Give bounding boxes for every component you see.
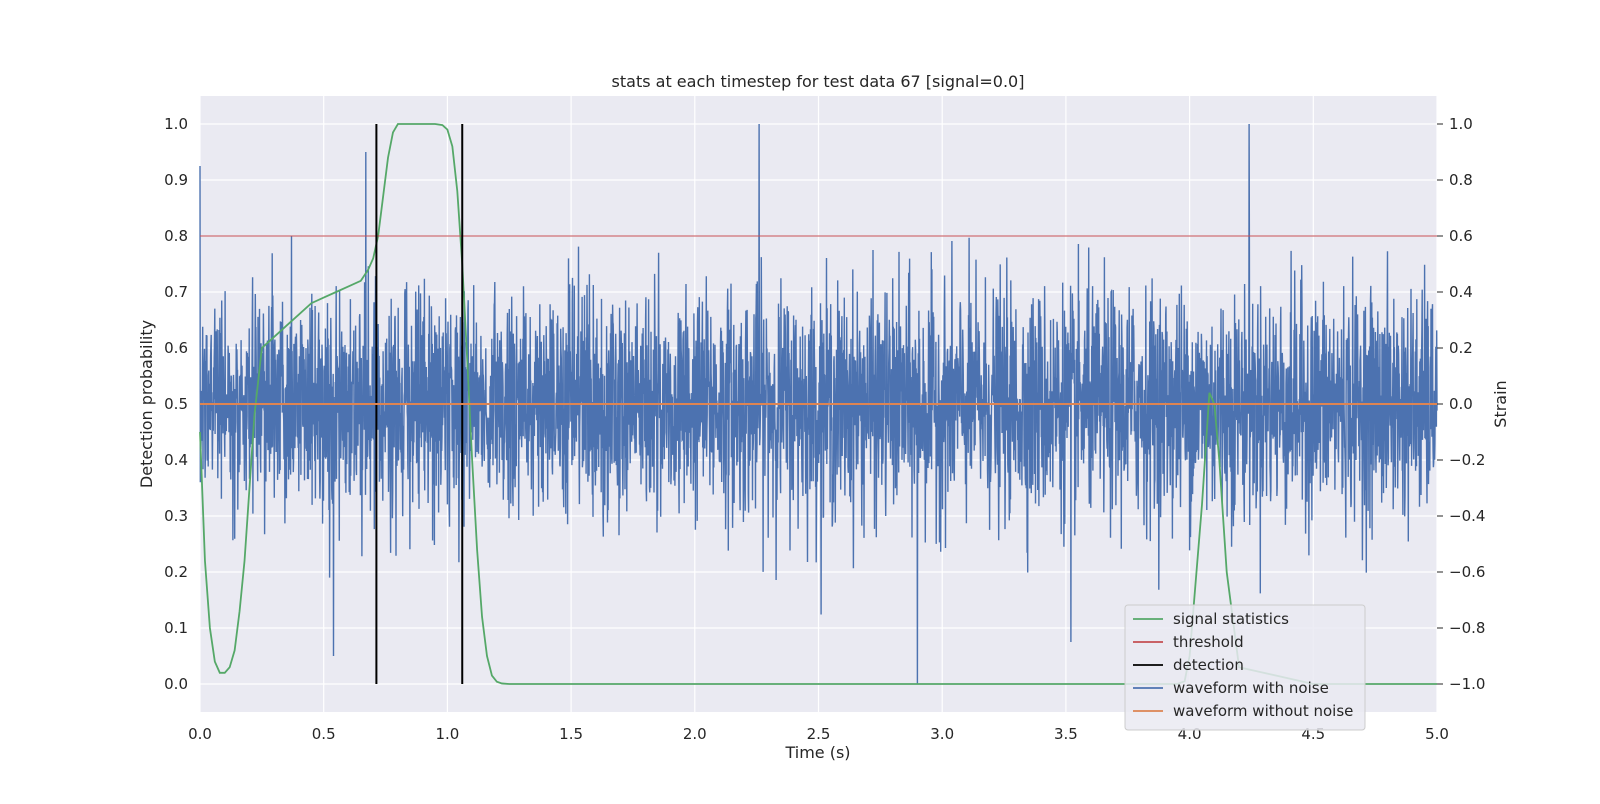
x-tick-label: 3.0 xyxy=(930,725,954,743)
x-axis-label: Time (s) xyxy=(784,743,850,762)
legend-box xyxy=(1124,604,1366,731)
legend: signal statistics threshold detection wavef… xyxy=(1124,604,1366,731)
y-tick-label: 0.1 xyxy=(164,619,188,637)
y-tick-label: 0.5 xyxy=(164,395,188,413)
y-tick-label: 0.2 xyxy=(164,563,188,581)
y-tick-label: 0.9 xyxy=(164,171,188,189)
x-tick-label: 1.5 xyxy=(559,725,583,743)
y-tick-label: 0.7 xyxy=(164,283,188,301)
y-tick-label: 0.3 xyxy=(164,507,188,525)
y-right-tick-label: −1.0 xyxy=(1449,675,1485,693)
y-tick-label: 1.0 xyxy=(164,115,188,133)
x-tick-label: 0.5 xyxy=(312,725,336,743)
y-right-axis-label: Strain xyxy=(1491,380,1510,427)
waveform-with-noise-series xyxy=(199,123,1438,685)
y-right-tick-label: −0.2 xyxy=(1449,451,1485,469)
legend-label: threshold xyxy=(1173,633,1244,651)
y-right-tick-label: 0.6 xyxy=(1449,227,1473,245)
legend-label: waveform with noise xyxy=(1173,679,1329,697)
y-right-tick-label: 0.4 xyxy=(1449,283,1473,301)
y-right-tick-label: −0.8 xyxy=(1449,619,1485,637)
x-tick-label: 1.0 xyxy=(435,725,459,743)
legend-label: detection xyxy=(1173,656,1244,674)
x-tick-label: 2.5 xyxy=(807,725,831,743)
y-tick-label: 0.0 xyxy=(164,675,188,693)
y-axis-label: Detection probability xyxy=(137,320,156,488)
y-tick-label: 0.4 xyxy=(164,451,188,469)
y-right-tick-label: 0.8 xyxy=(1449,171,1473,189)
x-tick-label: 3.5 xyxy=(1054,725,1078,743)
y-right-tick-label: 0.0 xyxy=(1449,395,1473,413)
x-tick-label: 0.0 xyxy=(188,725,212,743)
y-right-tick-label: −0.6 xyxy=(1449,563,1485,581)
y-right-tick-label: 1.0 xyxy=(1449,115,1473,133)
x-tick-label: 5.0 xyxy=(1425,725,1449,743)
y-right-tick-label: −0.4 xyxy=(1449,507,1485,525)
chart-title: stats at each timestep for test data 67 … xyxy=(612,72,1025,91)
legend-label: waveform without noise xyxy=(1173,702,1353,720)
y-right-tick-label: 0.2 xyxy=(1449,339,1473,357)
y-tick-label: 0.8 xyxy=(164,227,188,245)
legend-label: signal statistics xyxy=(1173,610,1289,628)
waveform-with-noise-line xyxy=(199,123,1438,685)
y-tick-label: 0.6 xyxy=(164,339,188,357)
x-tick-label: 2.0 xyxy=(683,725,707,743)
